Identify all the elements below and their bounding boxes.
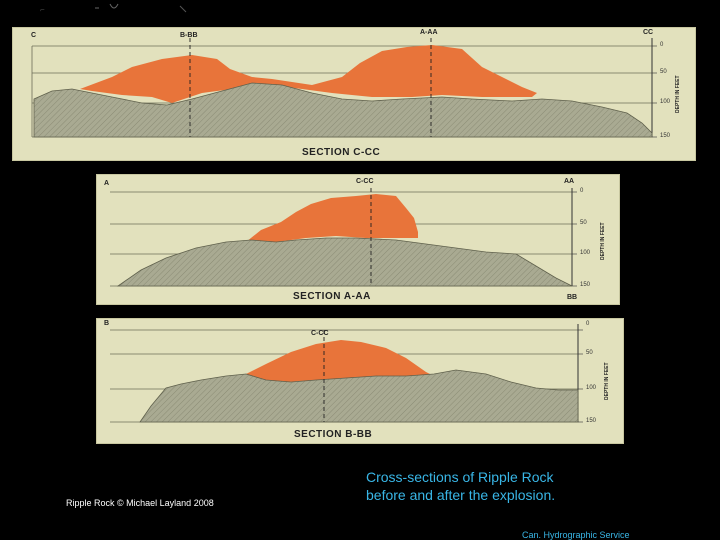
c-cc-left-label: C (31, 32, 37, 39)
c-cc-right-mid-label: A-AA (420, 29, 438, 36)
caption-line-1: Cross-sections of Ripple Rock (366, 469, 554, 485)
section-a-aa-drawing (110, 188, 577, 287)
a-aa-tick-150: 150 (580, 282, 591, 288)
caption-line-2: before and after the explosion. (366, 487, 556, 503)
scan-mark: ⌐ (40, 7, 45, 14)
b-bb-section-title: SECTION B-BB (294, 429, 373, 440)
copyright-credit: Ripple Rock © Michael Layland 2008 (66, 498, 214, 508)
b-bb-left-label: B (104, 320, 110, 327)
a-aa-removed-rock (246, 194, 418, 244)
b-bb-seabed (139, 369, 579, 423)
b-bb-tick-0: 0 (586, 321, 590, 327)
a-aa-tick-50: 50 (580, 220, 587, 226)
c-cc-seabed (33, 82, 653, 138)
b-bb-axis-title: DEPTH IN FEET (604, 362, 610, 400)
c-cc-tick-100: 100 (660, 99, 671, 105)
section-c-cc-panel: C B-BB A-AA CC 0 50 100 150 DEPTH IN FEE… (12, 27, 696, 161)
c-cc-tick-50: 50 (660, 69, 667, 75)
c-cc-mid-label: B-BB (180, 32, 198, 39)
a-aa-section-title: SECTION A-AA (293, 291, 371, 302)
source-credit: Can. Hydrographic Service (522, 530, 630, 540)
b-bb-tick-150: 150 (586, 418, 597, 424)
b-bb-removed-rock (246, 340, 434, 382)
c-cc-right-label: CC (643, 29, 654, 36)
a-aa-left-label: A (104, 180, 110, 187)
b-bb-mid-label: C-CC (311, 330, 329, 337)
c-cc-tick-150: 150 (660, 133, 671, 139)
a-aa-bottom-right-label: BB (567, 294, 578, 301)
scan-marks-svg: ⌐ (40, 3, 187, 14)
b-bb-tick-100: 100 (586, 385, 597, 391)
a-aa-tick-0: 0 (580, 188, 584, 194)
a-aa-seabed (116, 237, 573, 287)
c-cc-axis-title: DEPTH IN FEET (675, 75, 681, 113)
a-aa-mid-label: C-CC (356, 178, 374, 185)
figure-caption: Cross-sections of Ripple Rock before and… (366, 468, 555, 504)
a-aa-axis-title: DEPTH IN FEET (600, 222, 606, 260)
c-cc-tick-0: 0 (660, 42, 664, 48)
a-aa-right-label: AA (564, 178, 575, 185)
top-scan-marks: ⌐ (0, 0, 720, 22)
section-a-aa-panel: A C-CC AA BB 0 50 100 150 DEPTH IN FEET … (96, 174, 620, 305)
c-cc-removed-rock (80, 45, 537, 103)
section-b-bb-drawing (110, 324, 583, 423)
c-cc-axis-ticks (652, 45, 657, 138)
section-b-bb-panel: B C-CC 0 50 100 150 DEPTH IN FEET SECTIO… (96, 318, 624, 444)
scan-squiggle (95, 3, 119, 9)
section-c-cc-drawing (31, 38, 657, 138)
a-aa-tick-100: 100 (580, 250, 591, 256)
scan-line (179, 5, 187, 13)
a-aa-axis-ticks (572, 191, 577, 287)
b-bb-tick-50: 50 (586, 350, 593, 356)
b-bb-axis-ticks (578, 329, 583, 423)
c-cc-section-title: SECTION C-CC (302, 147, 381, 158)
